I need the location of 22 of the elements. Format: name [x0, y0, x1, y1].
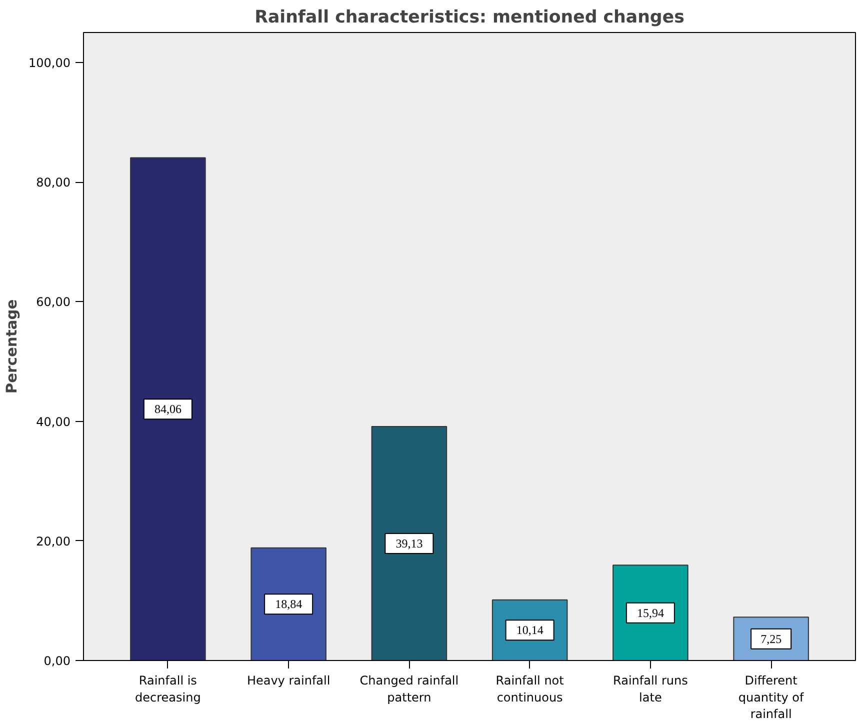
data-label: 15,94 — [636, 606, 664, 620]
y-tick-label: 80,00 — [36, 176, 71, 190]
y-tick-label: 0,00 — [44, 654, 70, 668]
bar — [371, 426, 448, 660]
y-tick-label: 20,00 — [36, 534, 71, 548]
x-tick-label: Changed rainfall pattern — [360, 674, 459, 704]
x-tick-label: Rainfall not continuous — [496, 674, 564, 704]
data-label: 84,06 — [154, 402, 182, 416]
y-tick-label: 60,00 — [36, 295, 71, 310]
x-tick-label: Different quantity of rainfall — [738, 674, 805, 722]
x-tick-label: Heavy rainfall — [246, 674, 330, 688]
x-tick-label: Rainfall runs late — [613, 674, 688, 704]
bar — [130, 157, 206, 660]
y-tick-label: 100,00 — [28, 56, 71, 70]
data-label: 7,25 — [760, 632, 782, 646]
data-label: 18,84 — [275, 597, 302, 612]
y-axis-title: Percentage — [4, 299, 21, 394]
y-tick-label: 40,00 — [36, 414, 71, 429]
chart-title: Rainfall characteristics: mentioned changes — [254, 8, 684, 28]
data-label: 10,14 — [516, 623, 544, 638]
x-tick-label: Rainfall is decreasing — [135, 674, 201, 704]
data-label: 39,13 — [396, 536, 423, 550]
